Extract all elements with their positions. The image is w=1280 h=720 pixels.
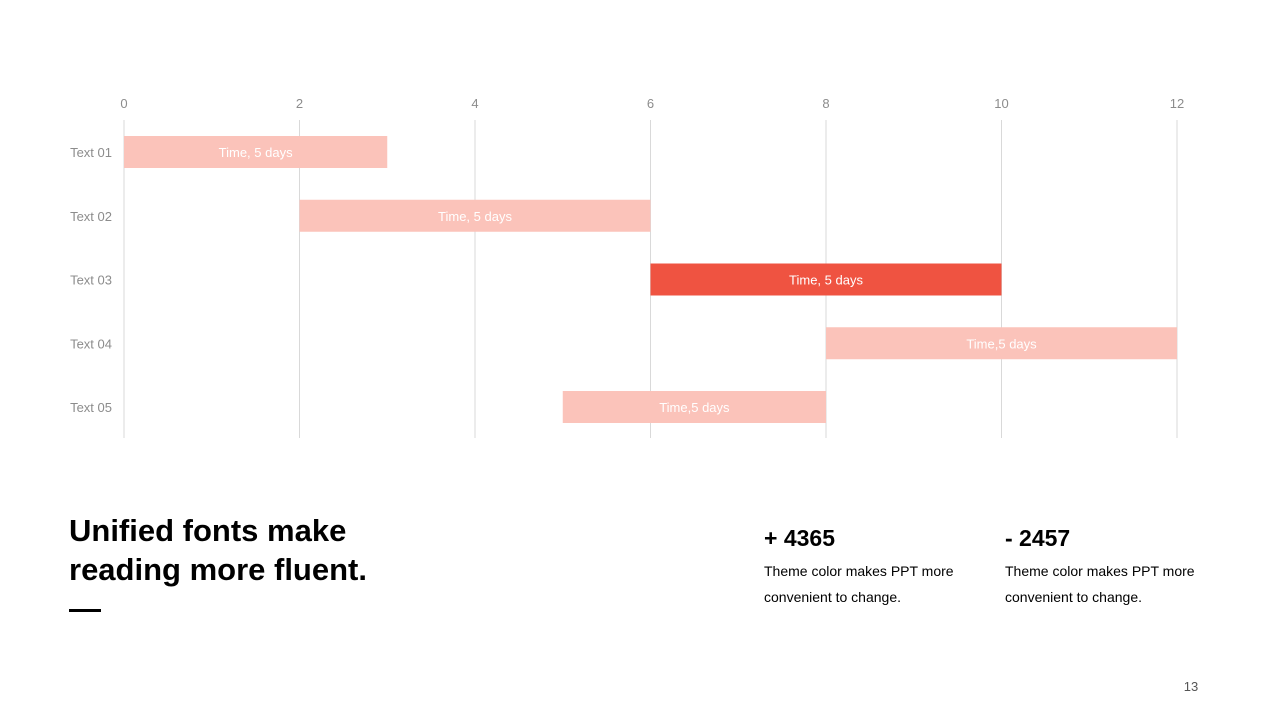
headline-underline-dash — [69, 609, 101, 612]
headline: Unified fonts make reading more fluent. — [69, 511, 489, 589]
task-label: Text 02 — [70, 209, 112, 224]
gantt-chart: 0 2 4 6 8 10 12 Text 01 Time, 5 days Text 02 Time,… — [70, 96, 1184, 438]
x-tick-label: 2 — [296, 96, 303, 111]
stat-description-line-1: Theme color makes PPT more — [764, 563, 954, 579]
x-tick-label: 12 — [1170, 96, 1184, 111]
stat-description: Theme color makes PPT more convenient to… — [1005, 558, 1215, 610]
stat-value: - 2457 — [1005, 525, 1071, 551]
task-bar-label: Time,5 days — [659, 400, 730, 415]
x-tick-label: 6 — [647, 96, 654, 111]
task-label: Text 05 — [70, 400, 112, 415]
task-label: Text 03 — [70, 273, 112, 288]
stat-description: Theme color makes PPT more convenient to… — [764, 558, 974, 610]
stat-description-line-2: convenient to change. — [1005, 589, 1142, 605]
task-bar — [562, 391, 826, 423]
x-tick-label: 4 — [471, 96, 478, 111]
headline-line-2: reading more fluent. — [69, 552, 367, 587]
task-label: Text 04 — [70, 336, 112, 351]
stat-description-line-1: Theme color makes PPT more — [1005, 563, 1195, 579]
stat-block-increase: + 4365 Theme color makes PPT more conven… — [764, 523, 974, 610]
task-bar — [650, 263, 1002, 296]
stat-value: + 4365 — [764, 525, 835, 551]
page-number: 13 — [1183, 679, 1199, 694]
stat-description-line-2: convenient to change. — [764, 589, 901, 605]
x-tick-label: 8 — [822, 96, 829, 111]
task-bar-label: Time,5 days — [966, 336, 1037, 351]
task-bar-label: Time, 5 days — [789, 273, 863, 288]
task-label: Text 01 — [70, 145, 112, 160]
task-bar-label: Time, 5 days — [219, 145, 293, 160]
task-bar — [124, 136, 388, 168]
x-tick-label: 0 — [120, 96, 127, 111]
task-bar-label: Time, 5 days — [438, 209, 512, 224]
x-tick-label: 10 — [994, 96, 1008, 111]
stat-block-decrease: - 2457 Theme color makes PPT more conven… — [1005, 523, 1215, 610]
headline-line-1: Unified fonts make — [69, 513, 347, 548]
task-bar — [299, 199, 651, 232]
task-bar — [826, 327, 1177, 360]
